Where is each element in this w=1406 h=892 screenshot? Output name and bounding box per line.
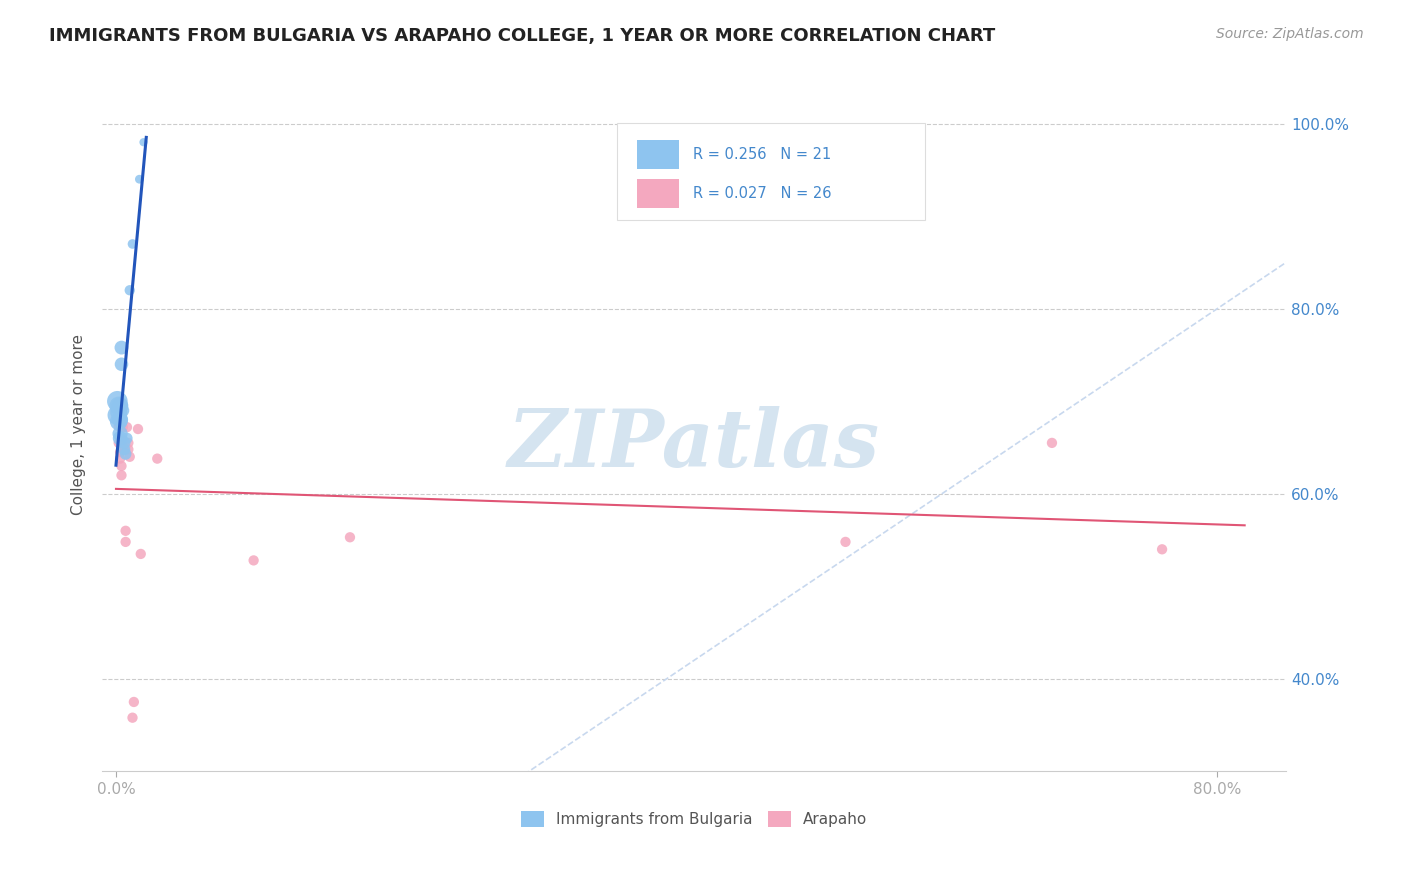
Point (112, 442, 135, 457)
Point (834, 535, 856, 549)
FancyBboxPatch shape (637, 140, 679, 169)
Point (110, 357, 132, 371)
Point (132, 135, 155, 149)
Text: IMMIGRANTS FROM BULGARIA VS ARAPAHO COLLEGE, 1 YEAR OR MORE CORRELATION CHART: IMMIGRANTS FROM BULGARIA VS ARAPAHO COLL… (49, 27, 995, 45)
Point (128, 172, 150, 186)
Text: R = 0.256   N = 21: R = 0.256 N = 21 (693, 147, 831, 162)
Point (107, 419, 129, 434)
Point (107, 405, 129, 419)
Point (1040, 436, 1063, 450)
Legend: Immigrants from Bulgaria, Arapaho: Immigrants from Bulgaria, Arapaho (515, 805, 873, 833)
Point (339, 530, 361, 544)
Point (111, 403, 134, 417)
Point (118, 283, 141, 297)
Point (111, 420, 134, 434)
Point (115, 420, 138, 434)
Point (127, 422, 149, 436)
Point (105, 408, 128, 422)
Point (114, 524, 136, 538)
Point (122, 695, 145, 709)
Point (108, 451, 131, 466)
Point (118, 450, 141, 464)
Point (108, 413, 131, 427)
Point (117, 436, 139, 450)
Point (108, 426, 131, 441)
Point (110, 458, 132, 473)
Text: Source: ZipAtlas.com: Source: ZipAtlas.com (1216, 27, 1364, 41)
Point (112, 442, 135, 457)
Point (110, 341, 132, 355)
Point (108, 431, 131, 445)
Point (108, 399, 131, 413)
Point (121, 711, 143, 725)
Text: R = 0.027   N = 26: R = 0.027 N = 26 (693, 186, 831, 201)
Point (146, 451, 169, 466)
Point (108, 445, 131, 459)
Point (112, 436, 135, 450)
Point (1152, 542, 1174, 557)
Y-axis label: College, 1 year or more: College, 1 year or more (72, 334, 86, 515)
Point (107, 415, 129, 429)
FancyBboxPatch shape (617, 122, 925, 219)
Point (129, 547, 152, 561)
FancyBboxPatch shape (637, 178, 679, 208)
Point (110, 468, 132, 483)
Point (110, 413, 132, 427)
Point (242, 553, 264, 567)
Point (107, 399, 129, 413)
Point (114, 447, 136, 461)
Point (108, 431, 131, 445)
Point (107, 436, 129, 450)
Point (117, 442, 139, 457)
Point (114, 535, 136, 549)
Text: ZIPatlas: ZIPatlas (508, 407, 880, 484)
Point (111, 433, 134, 447)
Point (115, 431, 138, 445)
Point (105, 394, 128, 409)
Point (121, 237, 143, 252)
